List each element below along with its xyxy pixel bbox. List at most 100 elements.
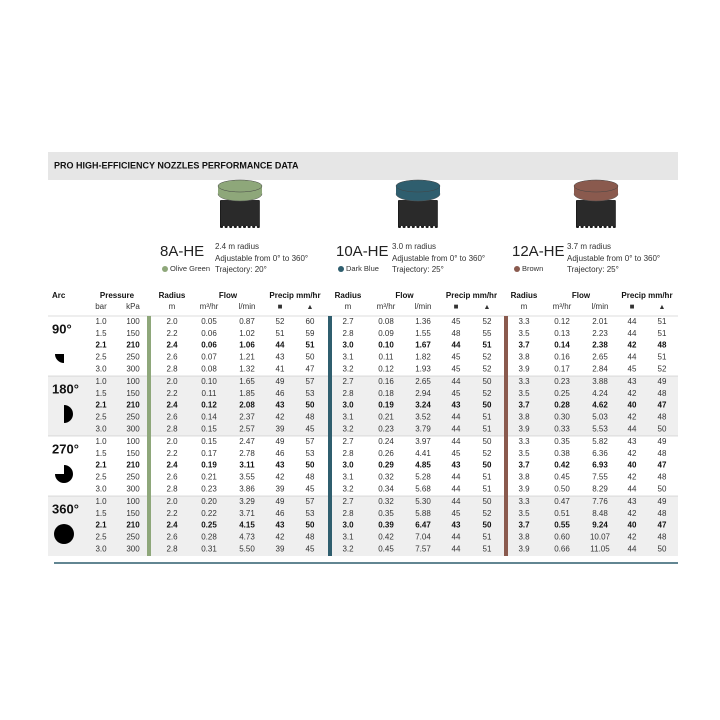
cell: 0.30 (554, 413, 570, 422)
cell: 0.12 (378, 364, 394, 373)
cell: 3.71 (239, 509, 255, 518)
cell: 3.1 (342, 533, 354, 542)
cell: 150 (126, 389, 140, 398)
cell: 40 (628, 401, 637, 410)
cell: 44 (276, 341, 285, 350)
cell: 300 (126, 484, 140, 493)
cell: 51 (658, 353, 667, 362)
adjustable: Adjustable from 0° to 360° (567, 254, 660, 263)
cell: 0.29 (378, 461, 394, 470)
color-name: Dark Blue (346, 264, 379, 273)
col-head: Flow (219, 291, 238, 300)
cell: 2.8 (342, 329, 354, 338)
cell: 48 (658, 473, 667, 482)
col-head: Precip mm/hr (269, 291, 320, 300)
cell: 0.08 (201, 364, 217, 373)
cell: 5.03 (592, 413, 608, 422)
cell: 4.15 (239, 521, 255, 530)
cell: 43 (452, 401, 461, 410)
cell: 2.47 (239, 437, 255, 446)
cell: 3.8 (518, 473, 530, 482)
cell: 7.76 (592, 497, 608, 506)
cell: 45 (452, 449, 461, 458)
cell: 45 (452, 317, 461, 326)
cell: 0.12 (201, 401, 217, 410)
cell: 3.11 (239, 461, 255, 470)
cell: 50 (306, 521, 315, 530)
model: 8A-HE (160, 243, 204, 260)
cell: 150 (126, 329, 140, 338)
cell: 2.84 (592, 364, 608, 373)
cell: 52 (483, 353, 492, 362)
cell: 3.2 (342, 424, 354, 433)
cell: 45 (452, 389, 461, 398)
cell: 0.35 (554, 437, 570, 446)
cell: 1.67 (415, 341, 431, 350)
cell: 48 (452, 329, 461, 338)
cell: 300 (126, 364, 140, 373)
col-unit: ■ (630, 302, 635, 311)
cell: 48 (658, 389, 667, 398)
row-band (48, 496, 678, 556)
cell: 0.16 (378, 377, 394, 386)
cell: 43 (628, 437, 637, 446)
cell: 0.26 (378, 449, 394, 458)
cell: 1.5 (95, 449, 107, 458)
cell: 45 (306, 544, 315, 553)
cell: 0.18 (378, 389, 394, 398)
cell: 49 (276, 437, 285, 446)
cell: 2.7 (342, 377, 354, 386)
cell: 1.82 (415, 353, 431, 362)
cell: 0.33 (554, 424, 570, 433)
cell: 3.1 (342, 413, 354, 422)
cell: 48 (658, 509, 667, 518)
cell: 3.7 (518, 341, 530, 350)
cell: 0.55 (554, 521, 570, 530)
cell: 57 (306, 377, 315, 386)
cell: 3.97 (415, 437, 431, 446)
arc-icon (54, 524, 74, 544)
cell: 0.15 (201, 437, 217, 446)
cell: 2.6 (166, 533, 178, 542)
cell: 44 (628, 329, 637, 338)
adjustable: Adjustable from 0° to 360° (215, 254, 308, 263)
cell: 0.39 (378, 521, 394, 530)
cell: 0.09 (378, 329, 394, 338)
cell: 300 (126, 424, 140, 433)
arc-icon (55, 354, 64, 363)
cell: 2.38 (592, 341, 608, 350)
cell: 3.0 (342, 401, 354, 410)
cell: 3.1 (342, 353, 354, 362)
cell: 57 (306, 437, 315, 446)
cell: 6.47 (415, 521, 431, 530)
col-unit: bar (95, 302, 107, 311)
cell: 5.82 (592, 437, 608, 446)
cell: 0.60 (554, 533, 570, 542)
col-unit: l/min (415, 302, 432, 311)
cell: 3.9 (518, 544, 530, 553)
cell: 0.07 (201, 353, 217, 362)
nozzle-body (221, 200, 259, 226)
cell: 4.41 (415, 449, 431, 458)
cell: 0.34 (378, 484, 394, 493)
cell: 2.5 (95, 413, 107, 422)
row-band (48, 376, 678, 436)
cell: 2.0 (166, 317, 178, 326)
cell: 44 (452, 377, 461, 386)
color-swatch (338, 266, 344, 272)
col-head: Pressure (100, 291, 135, 300)
title-band (48, 152, 678, 180)
cell: 1.0 (95, 497, 107, 506)
cell: 0.25 (201, 521, 217, 530)
cell: 1.93 (415, 364, 431, 373)
cell: 250 (126, 353, 140, 362)
cell: 100 (126, 317, 140, 326)
cell: 0.31 (201, 544, 217, 553)
cell: 100 (126, 497, 140, 506)
cell: 2.8 (166, 364, 178, 373)
separator (328, 316, 332, 556)
col-head: Precip mm/hr (621, 291, 672, 300)
cell: 3.0 (95, 424, 107, 433)
radius-info: 2.4 m radius (215, 242, 259, 251)
